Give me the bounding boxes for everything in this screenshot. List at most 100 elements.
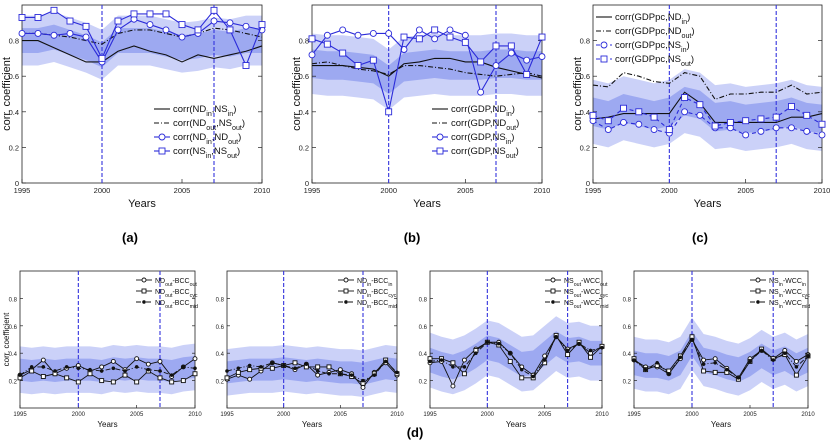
series-line-1 (430, 334, 603, 379)
data-point (507, 49, 515, 57)
band-inner (634, 331, 808, 382)
y-tick-label: 0.4 (419, 352, 428, 358)
data-point (477, 88, 485, 96)
data-point (99, 369, 104, 373)
x-tick-label: 2000 (481, 412, 495, 418)
data-point (180, 378, 186, 384)
legend-marker (600, 55, 608, 63)
data-point (701, 368, 707, 374)
band-inner (227, 357, 397, 385)
data-point (110, 379, 116, 385)
legend-marker (755, 277, 761, 283)
data-point (531, 374, 536, 379)
data-point (134, 379, 140, 385)
chart-d1: 0.2 0.4 0.6 0.8 1995 2000 2005 2010 Years corr. c… (2, 270, 202, 429)
data-point (742, 131, 750, 139)
data-point (50, 31, 58, 39)
legend-label: corr(NDin,NDout) (173, 132, 241, 146)
x-tick-label: 2005 (334, 412, 348, 418)
data-point (41, 365, 46, 369)
x-tick-label: 2005 (737, 186, 754, 195)
data-point (588, 348, 593, 353)
x-tick-label: 2000 (72, 412, 86, 418)
data-point (369, 30, 377, 37)
data-point (111, 366, 116, 371)
data-point (450, 383, 456, 389)
series-line-1 (22, 27, 263, 45)
data-point (507, 358, 513, 364)
series-line-2 (592, 111, 823, 136)
data-point (87, 371, 93, 377)
data-point (461, 31, 469, 39)
x-tick-label: 1995 (627, 412, 641, 418)
x-tick-label: 1995 (13, 412, 27, 418)
x-tick-label: 1995 (14, 186, 31, 195)
series-line-2 (19, 366, 196, 376)
data-point (354, 62, 362, 69)
x-tick-label: 2005 (130, 412, 144, 418)
data-point (701, 362, 706, 367)
data-point (600, 345, 604, 350)
data-point (258, 21, 266, 29)
y-tick-label: 0.8 (623, 297, 632, 303)
data-point (82, 33, 90, 41)
data-point (818, 120, 826, 128)
y-tick-label: 0.8 (216, 297, 225, 303)
data-point (114, 17, 122, 25)
data-point (146, 367, 151, 372)
data-point (18, 373, 22, 377)
data-point (496, 341, 501, 346)
axes-box (19, 270, 196, 409)
data-point (724, 367, 729, 372)
y-tick-label: 0.6 (9, 325, 18, 331)
data-point (304, 362, 309, 367)
y-axis-label: corr. coefficient (291, 57, 303, 131)
legend-label: NDin-BCCcyc (357, 289, 397, 299)
x-tick-label: 2010 (534, 186, 551, 195)
data-point (236, 366, 241, 371)
data-point (701, 357, 707, 363)
data-point (326, 364, 332, 370)
data-point (772, 113, 780, 121)
data-point (782, 351, 787, 356)
y-tick-label: 0.8 (299, 37, 309, 46)
legend-label: corr(GDPpc,NSin) (615, 40, 690, 54)
data-point (40, 374, 46, 379)
data-point (34, 14, 42, 21)
legend-label: NSout-WCCmid (564, 300, 609, 310)
data-point (194, 26, 202, 34)
data-point (818, 131, 826, 139)
y-axis-label: corr. coefficient (1, 57, 13, 131)
data-point (492, 62, 500, 69)
x-tick-label: 2010 (390, 412, 404, 418)
data-point (485, 340, 490, 345)
data-point (247, 376, 253, 382)
chart-c: 0 0.2 0.4 0.6 0.8 1995 2000 2005 2010 Years corr. … (572, 4, 830, 210)
x-axis-label: Years (128, 198, 156, 210)
y-tick-label: 0 (15, 179, 19, 188)
data-point (210, 17, 218, 25)
data-point (620, 104, 627, 112)
x-tick-label: 2005 (743, 412, 757, 418)
chart-d2: 0.2 0.4 0.6 0.8 1995 2000 2005 2010 Years NDin-BC… (216, 270, 404, 429)
legend-marker (158, 133, 166, 141)
data-point (354, 31, 362, 39)
x-tick-label: 2000 (380, 186, 397, 195)
data-point (400, 33, 408, 41)
data-point (415, 26, 423, 34)
data-point (604, 117, 612, 125)
data-point (225, 369, 229, 373)
series-line-3 (22, 9, 263, 67)
axes-box (633, 270, 809, 409)
y-tick-label: 0.6 (9, 72, 19, 81)
legend-label: NDout-BCCcyc (155, 289, 198, 299)
data-point (323, 31, 331, 39)
band-inner (312, 49, 542, 94)
legend-marker (343, 277, 349, 283)
x-tick-label: 2010 (188, 412, 202, 418)
data-point (736, 376, 741, 380)
